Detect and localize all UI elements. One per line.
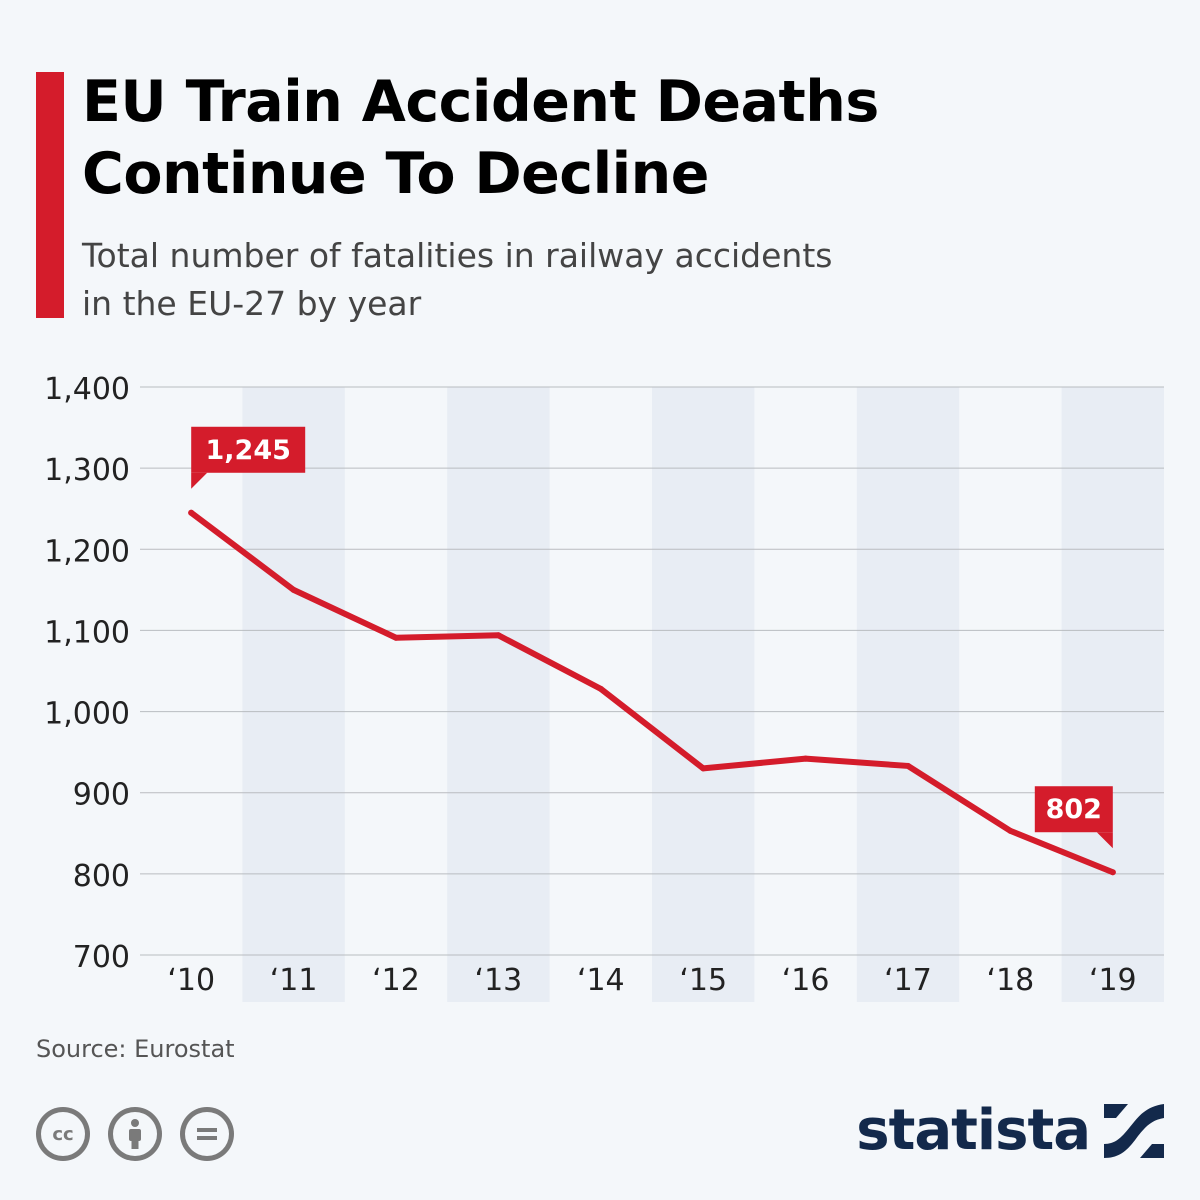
data-label-pointer (191, 472, 208, 489)
cc-icon[interactable]: cc (36, 1107, 90, 1161)
data-point (495, 632, 502, 639)
column-band (856, 387, 960, 1002)
data-label-box (191, 426, 306, 473)
title-line-1: EU Train Accident Deaths (82, 69, 879, 135)
x-tick-label: ‘16 (782, 963, 830, 998)
data-label: 802 (1046, 794, 1102, 825)
x-tick-label: ‘19 (1089, 963, 1137, 998)
title-line-2: Continue To Decline (82, 141, 709, 207)
accent-bar (36, 72, 64, 318)
data-point (1109, 869, 1116, 876)
data-point (905, 762, 911, 769)
y-tick-label: 1,000 (44, 697, 130, 732)
subtitle-line-2: in the EU-27 by year (82, 284, 422, 323)
y-tick-label: 1,300 (44, 453, 130, 488)
column-band (1061, 387, 1164, 1002)
data-label-box (1034, 786, 1113, 833)
column-band (652, 387, 755, 1002)
data-point (700, 765, 707, 772)
data-point (802, 755, 809, 762)
statista-mark-icon (1104, 1103, 1164, 1158)
data-label-pointer (1096, 832, 1113, 849)
series-line (188, 509, 1116, 876)
x-tick-label: ‘14 (577, 963, 625, 998)
y-tick-label: 800 (73, 859, 130, 894)
data-label: 1,245 (205, 435, 290, 466)
chart-title: EU Train Accident Deaths Continue To Dec… (82, 66, 1162, 210)
column-band (242, 387, 345, 1002)
y-tick-label: 700 (73, 940, 130, 975)
y-tick-label: 1,100 (44, 615, 130, 650)
subtitle-line-1: Total number of fatalities in railway ac… (82, 236, 833, 275)
source-note: Source: Eurostat (36, 1035, 235, 1063)
x-tick-label: ‘10 (167, 963, 215, 998)
data-point (290, 586, 297, 593)
x-tick-label: ‘18 (987, 963, 1035, 998)
x-tick-label: ‘15 (679, 963, 727, 998)
attribution-icon[interactable] (108, 1107, 162, 1161)
data-point (188, 509, 195, 516)
y-tick-label: 1,400 (44, 372, 130, 407)
column-band (447, 387, 550, 1002)
no-derivatives-icon[interactable] (180, 1107, 234, 1161)
line-chart: 700 800 900 1,000 1,100 1,200 1,300 1,400 ‘10 ‘11… (44, 372, 1164, 1002)
statista-logo[interactable]: statista (856, 1098, 1164, 1163)
data-point (597, 685, 604, 692)
data-point (1007, 827, 1014, 834)
x-tick-label: ‘12 (372, 963, 420, 998)
x-tick-label: ‘17 (884, 963, 932, 998)
chart-subtitle: Total number of fatalities in railway ac… (82, 232, 1082, 328)
data-point (393, 634, 399, 641)
brand-name: statista (856, 1098, 1091, 1163)
y-tick-label: 900 (73, 778, 130, 813)
licence-icons: cc (36, 1107, 234, 1161)
y-tick-label: 1,200 (44, 534, 130, 569)
x-tick-label: ‘13 (475, 963, 523, 998)
x-tick-label: ‘11 (270, 963, 318, 998)
